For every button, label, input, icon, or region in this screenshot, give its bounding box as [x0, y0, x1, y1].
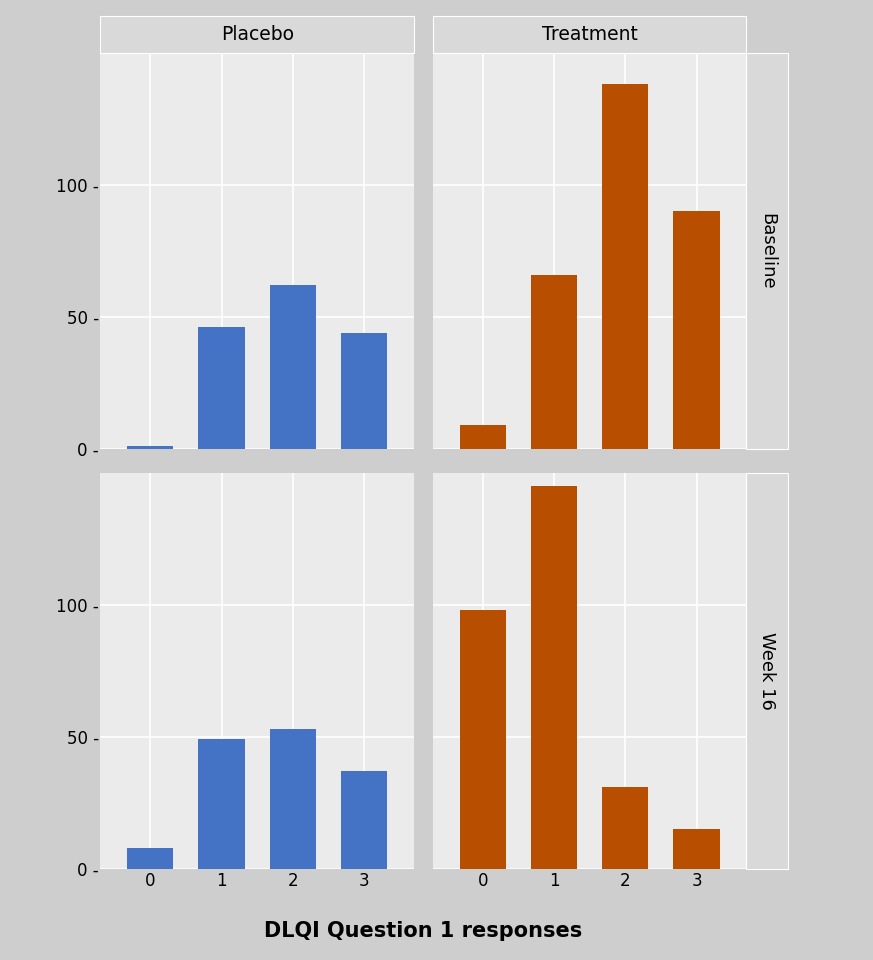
Bar [673, 829, 719, 869]
Bar [602, 787, 649, 869]
Text: Placebo: Placebo [221, 25, 293, 44]
Text: DLQI Question 1 responses: DLQI Question 1 responses [265, 922, 582, 941]
Text: Treatment: Treatment [541, 25, 637, 44]
Bar [459, 425, 505, 449]
Bar [198, 327, 244, 449]
Bar [127, 446, 174, 449]
Bar [531, 486, 577, 869]
Bar [270, 729, 316, 869]
Bar [341, 771, 388, 869]
Text: Baseline: Baseline [759, 212, 776, 289]
Bar [602, 84, 649, 449]
Bar [673, 211, 719, 449]
Bar [127, 848, 174, 869]
Bar [341, 333, 388, 449]
Bar [459, 610, 505, 869]
Text: Week 16: Week 16 [759, 632, 776, 709]
Bar [270, 285, 316, 449]
Bar [531, 275, 577, 449]
Bar [198, 739, 244, 869]
